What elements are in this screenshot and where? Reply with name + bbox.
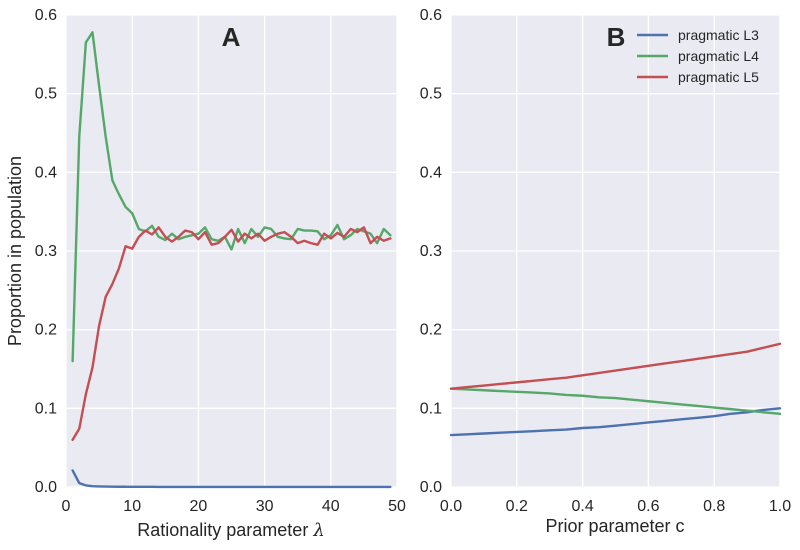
- panel-b-y-tick-label: 0.3: [420, 243, 442, 260]
- panel-a-x-axis-label-text: Rationality parameter: [137, 520, 308, 540]
- panel-a-x-tick-label: 30: [256, 498, 274, 515]
- panel-b-x-tick-label: 1.0: [769, 498, 791, 515]
- panel-b-x-tick-label: 0.4: [571, 498, 593, 515]
- legend-label-1: pragmatic L3: [678, 27, 759, 43]
- panel-a-x-tick-label: 50: [388, 498, 406, 515]
- panel-a-y-tick-label: 0.6: [35, 7, 57, 24]
- panel-b-x-tick-label: 0.2: [506, 498, 528, 515]
- panel-b-letter: B: [607, 22, 626, 52]
- panel-a-y-tick-label: 0.1: [35, 400, 57, 417]
- panel-b-series-line-2: [449, 387, 782, 416]
- panel-b-y-tick-label: 0.6: [420, 7, 442, 24]
- panel-b-y-tick-label: 0.4: [420, 164, 442, 181]
- panel-b-x-axis-label: Prior parameter c: [545, 516, 684, 536]
- panel-a-y-ticks: 0.0 0.1 0.2 0.3 0.4 0.5 0.6: [35, 7, 57, 496]
- panel-a-series-line-2: [71, 31, 392, 363]
- panel-a-y-tick-label: 0.5: [35, 86, 57, 103]
- panel-a-x-tick-label: 10: [123, 498, 141, 515]
- panel-b: 0.0 0.2 0.4 0.6 0.8 1.0 0.0 0.1 0.2 0.3 0.4 0.5 0.6…: [420, 7, 791, 536]
- panel-a-x-tick-label: 20: [190, 498, 208, 515]
- panel-b-x-tick-label: 0.0: [440, 498, 462, 515]
- panel-a-x-axis-symbol: λ: [312, 520, 324, 541]
- panel-b-y-tick-label: 0.1: [420, 400, 442, 417]
- panel-a-y-tick-label: 0.4: [35, 164, 57, 181]
- panel-b-x-tick-label: 0.6: [637, 498, 659, 515]
- panel-b-y-tick-label: 0.5: [420, 86, 442, 103]
- panel-a-series-line-3: [71, 226, 392, 441]
- panel-b-series: [449, 342, 782, 437]
- panel-a-y-tick-label: 0.2: [35, 322, 57, 339]
- panel-a-x-axis-label: Rationality parameter λ: [137, 520, 325, 541]
- panel-a-letter: A: [222, 22, 241, 52]
- panel-a-x-tick-label: 0: [62, 498, 71, 515]
- panel-a-x-ticks: 0 10 20 30 40 50: [62, 498, 406, 515]
- panel-a-y-tick-label: 0.0: [35, 479, 57, 496]
- panel-a-y-axis-label: Proportion in population: [5, 156, 25, 346]
- panel-b-series-line-3: [449, 342, 782, 390]
- panel-b-y-ticks: 0.0 0.1 0.2 0.3 0.4 0.5 0.6: [420, 7, 442, 496]
- panel-a-series: [71, 31, 392, 489]
- panel-b-x-ticks: 0.0 0.2 0.4 0.6 0.8 1.0: [440, 498, 791, 515]
- panel-b-y-tick-label: 0.2: [420, 322, 442, 339]
- panel-b-y-tick-label: 0.0: [420, 479, 442, 496]
- panel-b-series-line-1: [449, 407, 782, 437]
- panel-a-series-line-1: [71, 469, 392, 489]
- legend-label-2: pragmatic L4: [678, 48, 759, 64]
- panel-a-y-tick-label: 0.3: [35, 243, 57, 260]
- panel-a-x-tick-label: 40: [322, 498, 340, 515]
- panel-b-legend: pragmatic L3 pragmatic L4 pragmatic L5: [637, 27, 759, 85]
- legend-label-3: pragmatic L5: [678, 69, 759, 85]
- panel-a: 0 10 20 30 40 50 0.0 0.1 0.2 0.3 0.4 0.5 0.6 A Rati…: [5, 7, 406, 541]
- panel-b-x-tick-label: 0.8: [703, 498, 725, 515]
